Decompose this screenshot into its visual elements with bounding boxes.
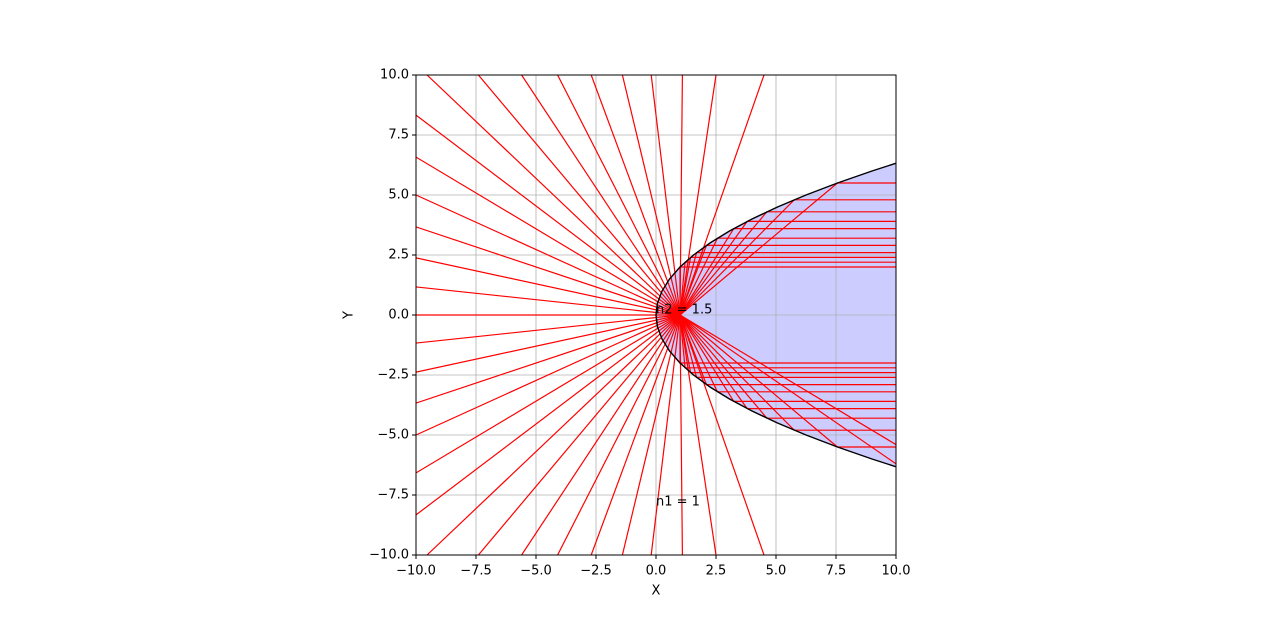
x-tick-label: −10.0 [396,564,436,579]
y-tick-label: 5.0 [388,188,409,203]
y-tick-label: 0.0 [388,308,409,323]
ray [621,314,681,555]
y-tick-label: 10.0 [380,68,409,83]
ray [679,75,717,316]
lines [416,75,896,555]
ray [426,75,681,316]
ray [557,314,681,555]
y-tick-label: −7.5 [377,488,409,503]
ray [650,314,681,555]
x-tick-label: 5.0 [766,564,787,579]
ray [679,314,717,555]
ray [416,314,681,474]
ray [679,314,896,446]
ray [416,226,681,316]
x-tick-label: 7.5 [826,564,847,579]
x-tick-label: 0.0 [646,564,667,579]
ray [679,314,765,555]
ray [416,314,681,373]
ray [416,156,681,316]
ray [621,75,681,316]
y-tick-label: −2.5 [377,368,409,383]
ray [477,314,681,555]
y-tick-label: 7.5 [388,128,409,143]
ray [416,314,681,516]
ray [590,314,681,555]
ray [521,314,681,555]
labels: −10.0 −7.5 −5.0 −2.5 0.0 2.5 5.0 7.5 10.0 −10.0 −7… [369,68,910,579]
y-tick-label: −5.0 [377,428,409,443]
x-tick-label: −2.5 [580,564,612,579]
ray [416,314,681,404]
x-tick-label: −7.5 [460,564,492,579]
ray [679,314,896,465]
ray [590,75,681,316]
y-tick-label: 2.5 [388,248,409,263]
ray [416,314,681,344]
x-tick-label: 2.5 [706,564,727,579]
ray [426,314,681,555]
ray [416,194,681,316]
x-tick-label: −5.0 [520,564,552,579]
ray [416,314,681,436]
ray [650,75,681,316]
annotation: n2 = 1.5 [656,303,712,318]
ray [477,75,681,316]
ray [416,257,681,316]
ray [557,75,681,316]
y-tick-label: −10.0 [369,548,409,563]
annotation: n1 = 1 [656,495,700,510]
ray [416,114,681,316]
ray [521,75,681,316]
x-axis-label: X [652,584,661,599]
ray [679,75,765,316]
x-tick-label: 10.0 [882,564,911,579]
ray [416,286,681,316]
y-axis-label: Y [342,311,357,320]
axes-frame [415,74,897,556]
boundary-curve [655,162,896,468]
